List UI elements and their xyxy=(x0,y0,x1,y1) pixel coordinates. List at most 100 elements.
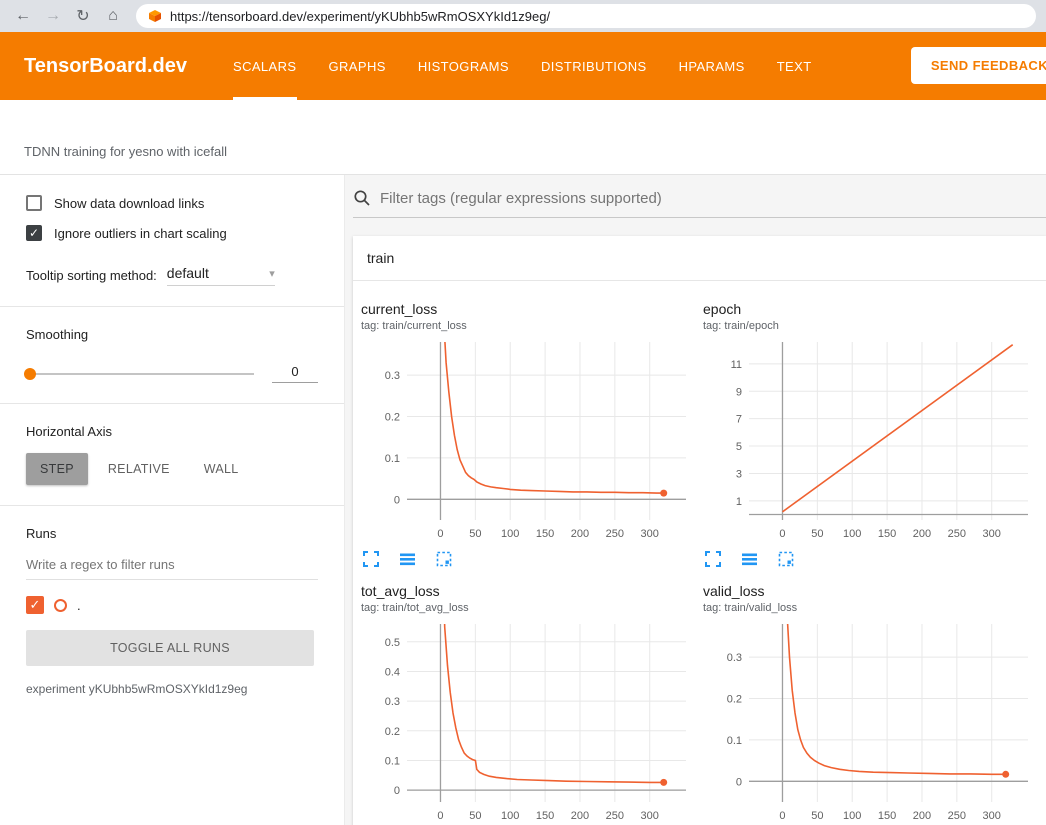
svg-text:150: 150 xyxy=(536,810,554,822)
main-content: train current_loss tag: train/current_lo… xyxy=(345,175,1046,825)
svg-text:11: 11 xyxy=(731,359,742,371)
smoothing-slider-row: 0 xyxy=(26,364,318,383)
run-checkbox-checked-icon[interactable]: ✓ xyxy=(26,596,44,614)
sidebar-section-runs: Runs ✓ . TOGGLE ALL RUNS experiment yKUb… xyxy=(0,506,344,716)
tab-histograms[interactable]: HISTOGRAMS xyxy=(418,32,509,100)
sidebar-section-general: Show data download links ✓ Ignore outlie… xyxy=(0,175,344,307)
tab-distributions[interactable]: DISTRIBUTIONS xyxy=(541,32,647,100)
expand-chart-icon[interactable] xyxy=(705,551,721,567)
svg-text:200: 200 xyxy=(913,810,931,822)
svg-text:100: 100 xyxy=(501,528,519,540)
tooltip-sorting-select[interactable]: default ▾ xyxy=(167,265,275,286)
svg-text:300: 300 xyxy=(983,810,1001,822)
chart-card: valid_loss tag: train/valid_loss 0501001… xyxy=(703,583,1033,825)
svg-text:0.2: 0.2 xyxy=(385,726,400,738)
svg-text:0.1: 0.1 xyxy=(385,756,400,768)
chart-toolbar xyxy=(703,551,1033,567)
horizontal-axis-buttons: STEP RELATIVE WALL xyxy=(26,453,318,485)
back-icon[interactable]: ← xyxy=(10,7,36,25)
smoothing-slider-thumb[interactable] xyxy=(24,368,36,380)
axis-wall-button[interactable]: WALL xyxy=(190,453,253,485)
tab-graphs[interactable]: GRAPHS xyxy=(329,32,386,100)
run-name: . xyxy=(77,598,81,613)
smoothing-value-input[interactable]: 0 xyxy=(272,364,318,383)
tab-scalars[interactable]: SCALARS xyxy=(233,32,297,100)
experiment-id-label: experiment yKUbhb5wRmOSXYkId1z9eg xyxy=(26,682,318,696)
data-table-icon[interactable] xyxy=(741,551,758,567)
svg-text:0.2: 0.2 xyxy=(385,412,400,424)
show-download-links-label: Show data download links xyxy=(54,196,204,211)
checkbox-unchecked-icon[interactable] xyxy=(26,195,42,211)
chart-card: epoch tag: train/epoch 05010015020025030… xyxy=(703,301,1033,567)
reload-icon[interactable]: ↻ xyxy=(70,6,96,26)
chart-tag: tag: train/valid_loss xyxy=(703,602,1033,614)
svg-text:0.5: 0.5 xyxy=(385,637,400,649)
svg-text:100: 100 xyxy=(843,528,861,540)
home-icon[interactable]: ⌂ xyxy=(100,7,126,25)
sidebar: Show data download links ✓ Ignore outlie… xyxy=(0,175,345,825)
address-bar[interactable]: https://tensorboard.dev/experiment/yKUbh… xyxy=(136,4,1036,28)
chart-toolbar xyxy=(361,551,691,567)
svg-text:0: 0 xyxy=(437,810,443,822)
expand-chart-icon[interactable] xyxy=(363,551,379,567)
axis-relative-button[interactable]: RELATIVE xyxy=(94,453,184,485)
runs-filter-input[interactable] xyxy=(26,553,318,580)
svg-text:200: 200 xyxy=(913,528,931,540)
search-icon xyxy=(353,189,371,207)
chart-title: epoch xyxy=(703,301,1033,317)
url-text[interactable]: https://tensorboard.dev/experiment/yKUbh… xyxy=(170,9,550,24)
chart-canvas[interactable]: 0501001502002503001357911 xyxy=(703,336,1033,546)
tag-group-header[interactable]: train xyxy=(353,236,1046,281)
chart-tag: tag: train/current_loss xyxy=(361,320,691,332)
svg-text:150: 150 xyxy=(878,810,896,822)
svg-text:50: 50 xyxy=(469,810,481,822)
filter-tags-row xyxy=(353,189,1046,218)
send-feedback-button[interactable]: SEND FEEDBACK xyxy=(911,47,1046,84)
svg-text:200: 200 xyxy=(571,810,589,822)
tab-hparams[interactable]: HPARAMS xyxy=(679,32,745,100)
svg-text:5: 5 xyxy=(736,441,742,453)
svg-text:0: 0 xyxy=(394,785,400,797)
content-layout: Show data download links ✓ Ignore outlie… xyxy=(0,175,1046,825)
tooltip-sorting-value: default xyxy=(167,265,209,281)
smoothing-slider[interactable] xyxy=(26,373,254,375)
svg-text:0: 0 xyxy=(779,810,785,822)
forward-icon[interactable]: → xyxy=(40,7,66,25)
fit-domain-icon[interactable] xyxy=(436,551,452,567)
chart-tag: tag: train/tot_avg_loss xyxy=(361,602,691,614)
horizontal-axis-label: Horizontal Axis xyxy=(26,424,318,439)
chart-canvas[interactable]: 05010015020025030000.10.20.30.40.5 xyxy=(361,618,691,825)
svg-text:0: 0 xyxy=(394,494,400,506)
sidebar-section-smoothing: Smoothing 0 xyxy=(0,307,344,404)
svg-text:3: 3 xyxy=(736,468,742,480)
run-row[interactable]: ✓ . xyxy=(26,596,318,614)
ignore-outliers-checkbox-row[interactable]: ✓ Ignore outliers in chart scaling xyxy=(26,225,318,241)
checkbox-checked-icon[interactable]: ✓ xyxy=(26,225,42,241)
toggle-all-runs-button[interactable]: TOGGLE ALL RUNS xyxy=(26,630,314,666)
axis-step-button[interactable]: STEP xyxy=(26,453,88,485)
svg-text:9: 9 xyxy=(736,386,742,398)
chart-title: valid_loss xyxy=(703,583,1033,599)
chart-card: current_loss tag: train/current_loss 0 50… xyxy=(361,301,691,567)
svg-text:0.3: 0.3 xyxy=(385,696,400,708)
svg-text:50: 50 xyxy=(469,528,481,540)
tag-group-card: train current_loss tag: train/current_lo… xyxy=(353,236,1046,825)
svg-text:250: 250 xyxy=(606,810,624,822)
svg-text:0.3: 0.3 xyxy=(727,652,742,664)
svg-text:250: 250 xyxy=(948,810,966,822)
chart-title: current_loss xyxy=(361,301,691,317)
filter-tags-input[interactable] xyxy=(380,190,1046,207)
runs-label: Runs xyxy=(26,526,318,541)
chart-title: tot_avg_loss xyxy=(361,583,691,599)
fit-domain-icon[interactable] xyxy=(778,551,794,567)
svg-text:150: 150 xyxy=(536,528,554,540)
chart-canvas[interactable]: 05010015020025030000.10.20.3 xyxy=(703,618,1033,825)
chart-card: tot_avg_loss tag: train/tot_avg_loss 0 50… xyxy=(361,583,691,825)
browser-toolbar: ← → ↻ ⌂ https://tensorboard.dev/experime… xyxy=(0,0,1046,32)
show-download-links-checkbox-row[interactable]: Show data download links xyxy=(26,195,318,211)
data-table-icon[interactable] xyxy=(399,551,416,567)
tab-text[interactable]: TEXT xyxy=(777,32,812,100)
experiment-title: TDNN training for yesno with icefall xyxy=(0,100,1046,175)
chart-canvas[interactable]: 05010015020025030000.10.20.3 xyxy=(361,336,691,546)
run-color-circle-icon xyxy=(54,599,67,612)
